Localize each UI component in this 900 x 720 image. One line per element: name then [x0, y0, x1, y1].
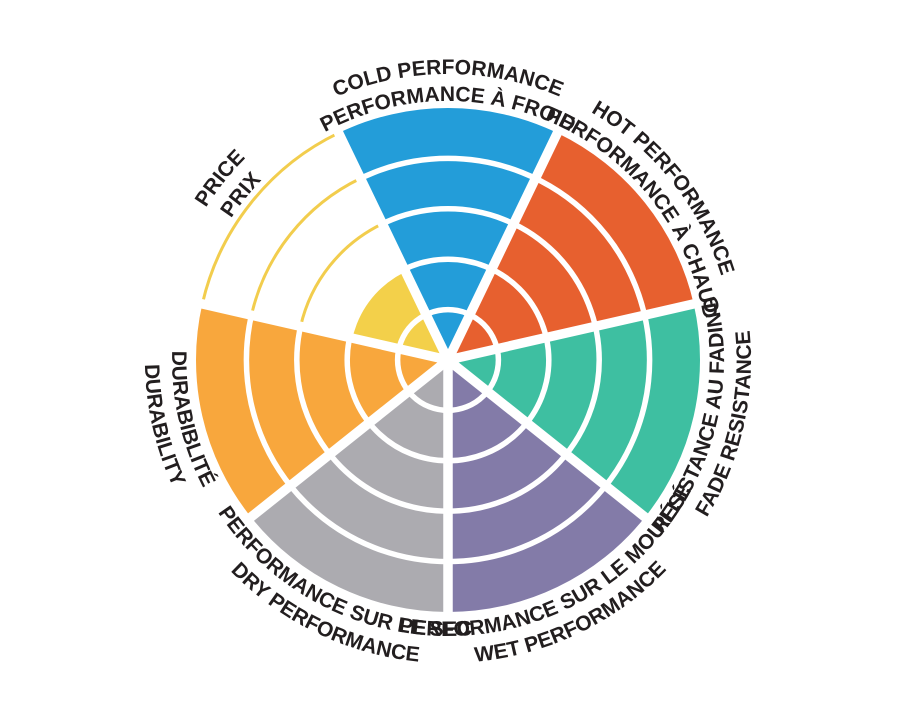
wedge-cold-performance	[338, 108, 558, 357]
wedge-dry-performance	[250, 362, 448, 612]
wedge-hot-performance	[449, 132, 694, 360]
sector-separator-line	[198, 298, 450, 365]
wedge-wet-performance	[448, 362, 646, 612]
sector-separator-line	[445, 356, 651, 523]
wedge-durability	[195, 303, 445, 518]
empty-ring-outline-arc-price	[200, 131, 340, 305]
wedge-fade-resistance	[451, 303, 701, 518]
empty-ring-outline-arc-price	[299, 222, 384, 327]
sector-separator-line	[446, 298, 698, 365]
empty-ring-outline-arc-price	[249, 177, 362, 316]
sector-separator-line	[333, 128, 453, 363]
sector-separator-line	[245, 356, 451, 523]
wedge-price	[349, 269, 447, 360]
sector-separator-line	[443, 128, 563, 363]
center-hub	[438, 350, 458, 370]
